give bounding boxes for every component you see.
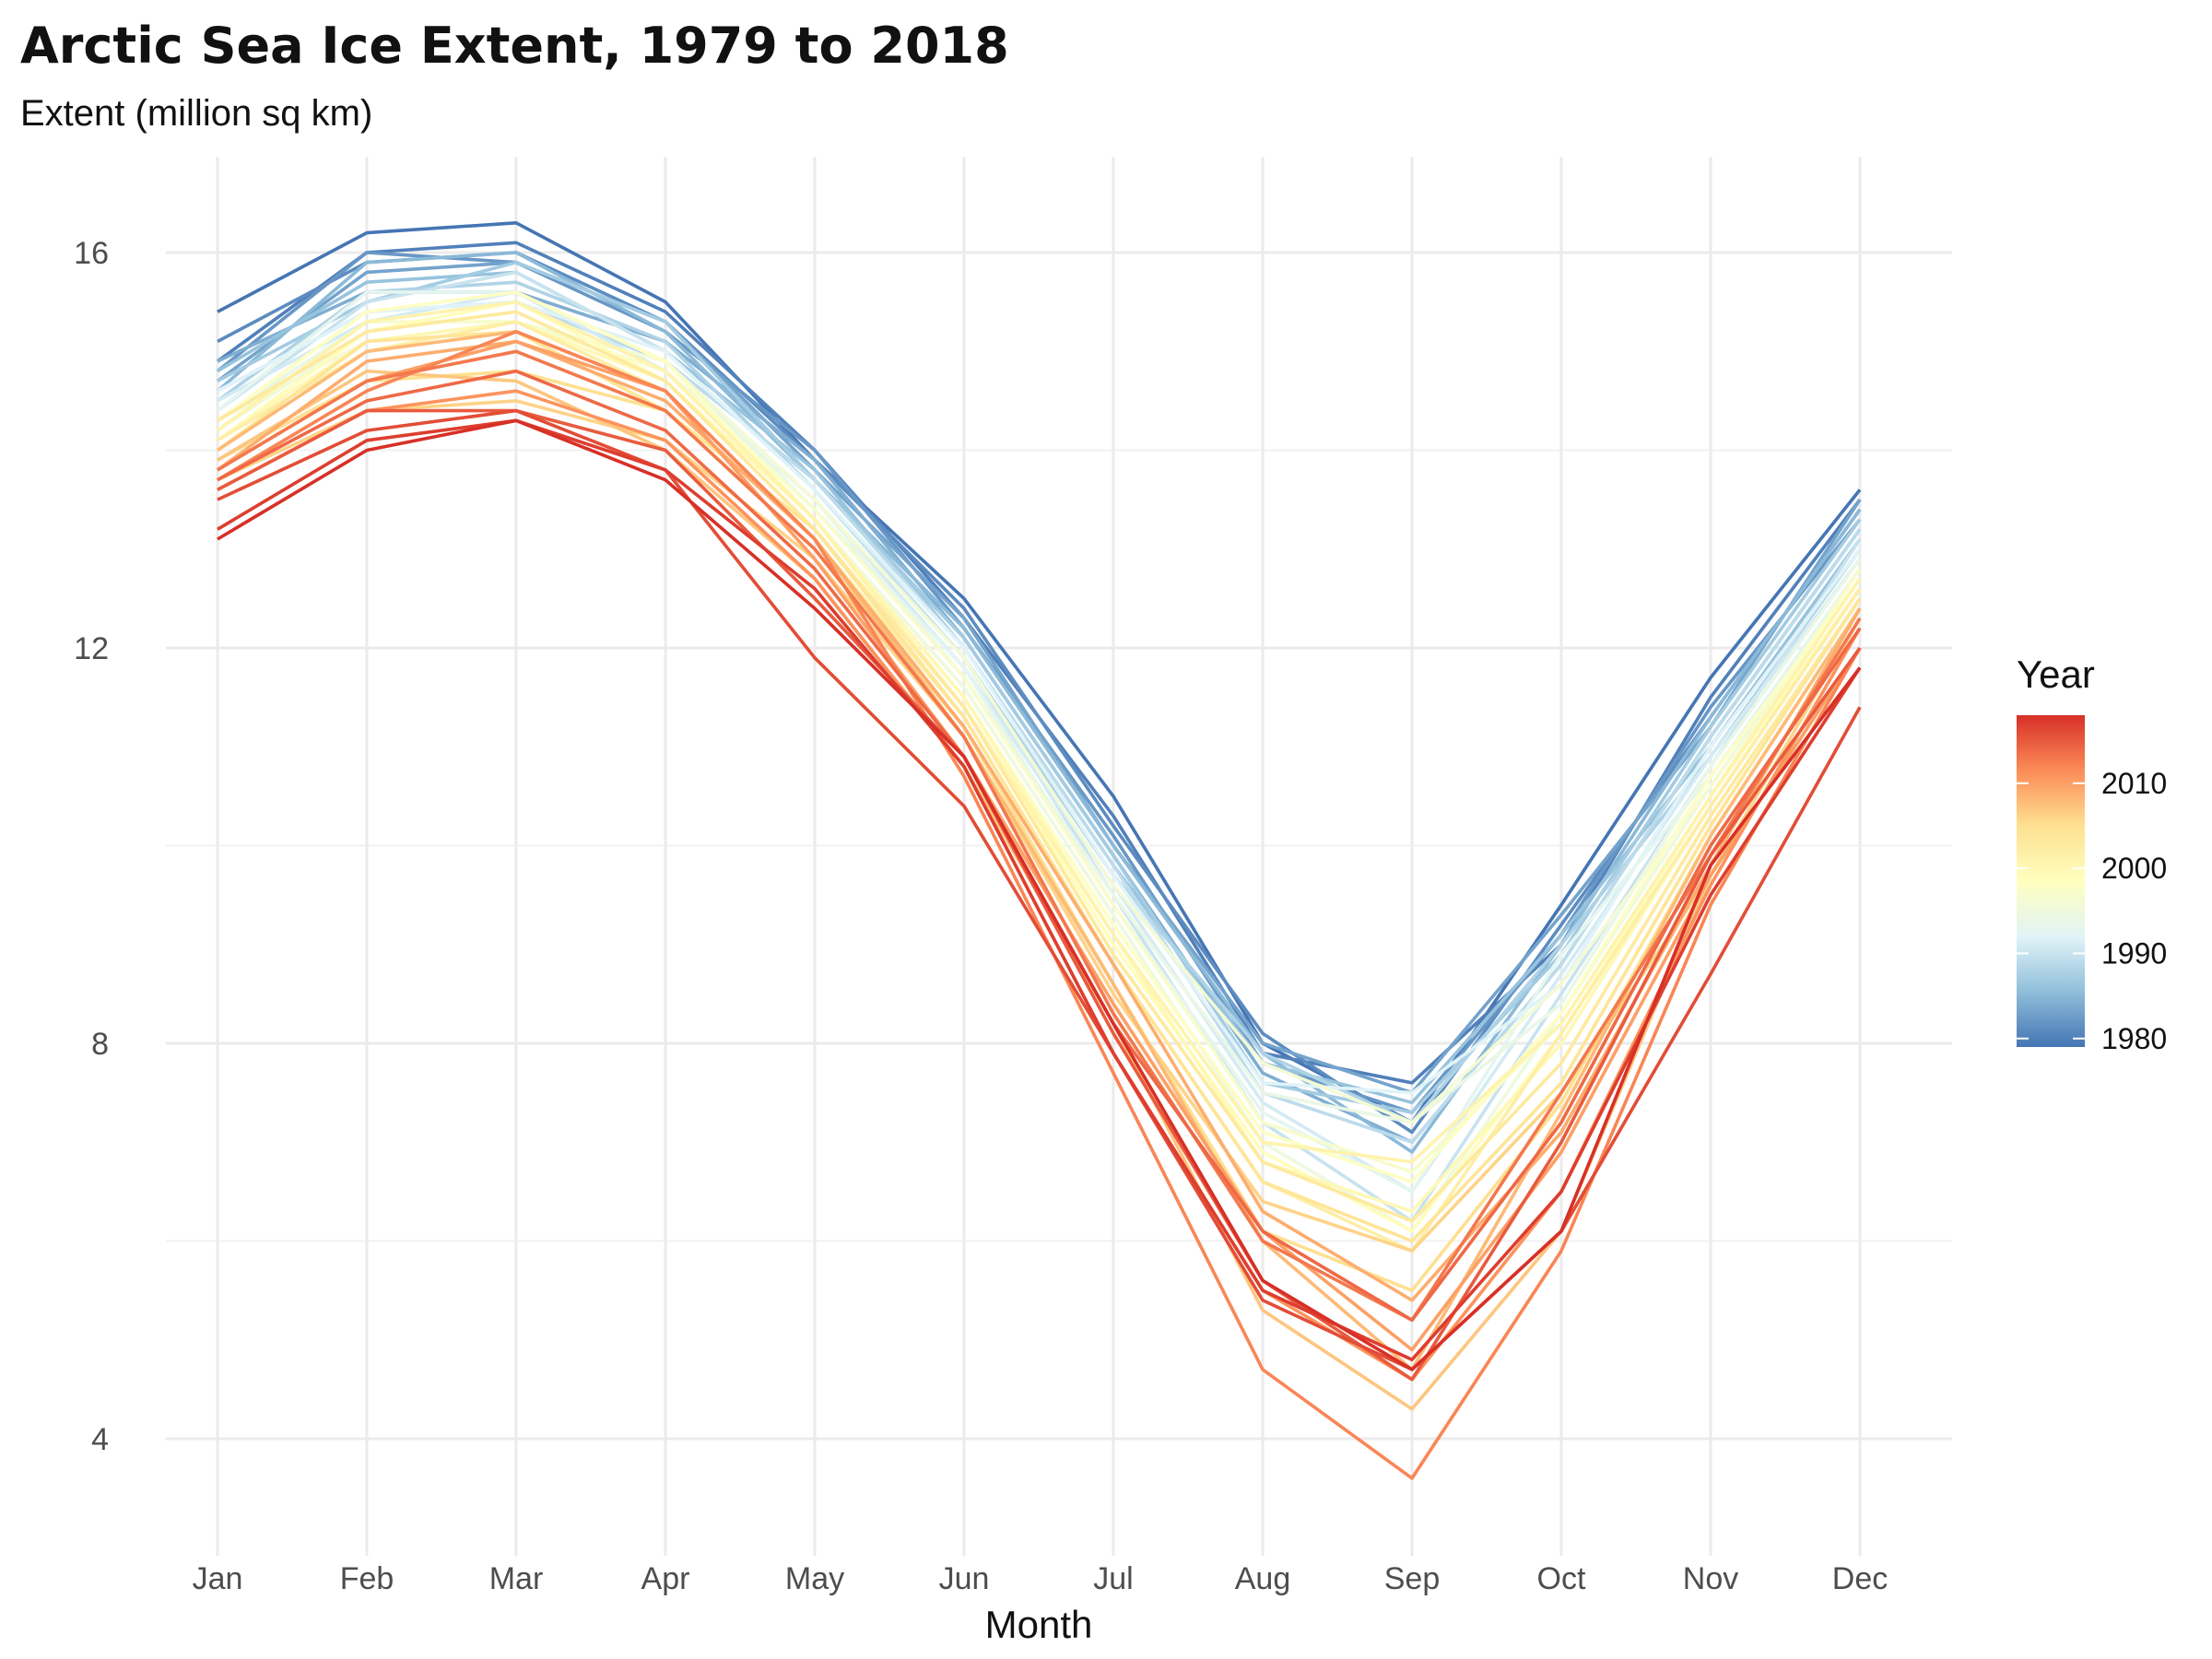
series-line-2009 (216, 339, 1862, 1302)
x-axis-ticks: Jan Feb Mar Apr May Jun Jul Aug Sep Oct Nov Dec (193, 1561, 1888, 1596)
legend-ticks: 1980 1990 2000 2010 (2017, 767, 2167, 1055)
x-tick-label: May (785, 1561, 844, 1596)
y-tick-label: 8 (91, 1027, 109, 1062)
series-line-2012 (217, 330, 1862, 1480)
chart-subtitle: Extent (million sq km) (20, 93, 372, 134)
series-lines (216, 221, 1862, 1480)
series-line-2010 (217, 339, 1862, 1352)
series-line-2008 (217, 330, 1862, 1371)
x-tick-label: Jan (193, 1561, 243, 1596)
series-line-1985 (216, 251, 1862, 1154)
series-line-1994 (217, 300, 1862, 1124)
series-line-1988 (216, 280, 1862, 1124)
series-line-1983 (216, 260, 1862, 1095)
series-line-2018 (217, 418, 1862, 1371)
legend-title: Year (2017, 653, 2095, 696)
series-line-2001 (216, 300, 1862, 1164)
x-tick-label: Jun (939, 1561, 990, 1596)
x-tick-label: Sep (1384, 1561, 1441, 1596)
x-tick-label: Aug (1235, 1561, 1291, 1596)
series-line-1987 (217, 260, 1862, 1114)
series-line-2015 (217, 408, 1862, 1382)
x-tick-label: Jul (1093, 1561, 1133, 1596)
legend-colorbar (2017, 715, 2085, 1047)
x-tick-label: Nov (1683, 1561, 1738, 1596)
series-line-1996 (217, 320, 1862, 1124)
legend-tick-label: 2000 (2101, 852, 2167, 885)
y-axis-ticks: 4 8 12 16 (74, 236, 109, 1457)
x-axis-title: Month (985, 1603, 1093, 1646)
legend-tick-label: 1980 (2101, 1022, 2167, 1055)
legend-tick-label: 1990 (2101, 936, 2167, 970)
series-line-1998 (216, 290, 1862, 1183)
legend: Year 1980 1990 2000 2010 (2017, 653, 2167, 1055)
series-line-2006 (217, 399, 1862, 1253)
series-line-2016 (217, 408, 1862, 1371)
x-tick-label: Mar (489, 1561, 544, 1596)
legend-tick-label: 2010 (2101, 767, 2167, 800)
series-line-2003 (217, 310, 1862, 1223)
series-line-1981 (217, 251, 1862, 1135)
y-tick-label: 4 (91, 1422, 109, 1457)
series-line-1979 (217, 221, 1862, 1124)
series-line-2013 (217, 349, 1862, 1323)
chart-title: Arctic Sea Ice Extent, 1979 to 2018 (20, 17, 1009, 75)
y-tick-label: 12 (74, 631, 109, 666)
y-tick-label: 16 (74, 236, 109, 271)
x-tick-label: Oct (1537, 1561, 1586, 1596)
x-tick-label: Apr (641, 1561, 690, 1596)
x-tick-label: Dec (1832, 1561, 1888, 1596)
x-tick-label: Feb (340, 1561, 394, 1596)
